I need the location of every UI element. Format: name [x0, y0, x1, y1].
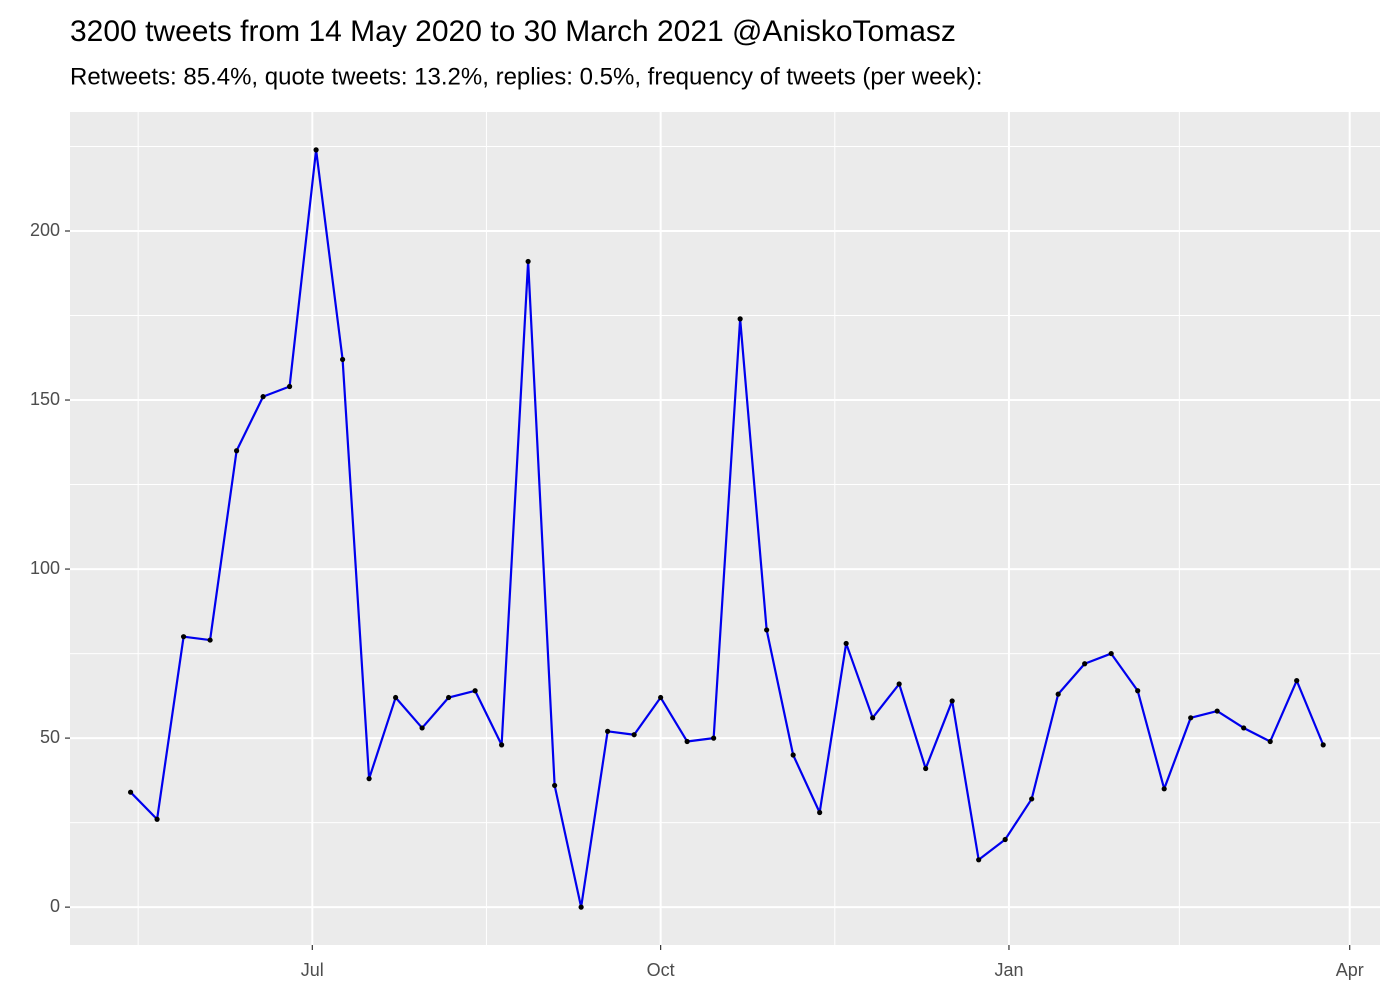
point	[525, 258, 531, 265]
point	[605, 728, 611, 734]
point	[1267, 738, 1273, 745]
y-tick-label: 50	[40, 727, 60, 747]
point	[949, 698, 955, 704]
point	[870, 715, 876, 721]
y-tick-label: 200	[30, 220, 60, 240]
plot-panel	[70, 112, 1380, 945]
point	[154, 816, 160, 822]
point	[180, 634, 187, 640]
point	[207, 637, 213, 643]
point	[896, 681, 902, 687]
x-tick-label: Jan	[994, 960, 1023, 980]
point	[1294, 678, 1300, 684]
point	[1108, 650, 1114, 657]
point	[843, 640, 849, 647]
point	[976, 857, 982, 863]
y-tick-label: 150	[30, 389, 60, 409]
point	[1161, 786, 1167, 792]
point	[790, 752, 796, 758]
point	[260, 394, 266, 400]
point	[1082, 661, 1088, 667]
point	[578, 904, 584, 910]
point	[923, 765, 929, 772]
point	[658, 694, 664, 701]
point	[817, 809, 823, 816]
point	[313, 147, 319, 153]
x-tick-label: Jul	[301, 960, 324, 980]
point	[499, 742, 505, 748]
point	[737, 316, 743, 322]
point	[419, 725, 425, 731]
chart-title: 3200 tweets from 14 May 2020 to 30 March…	[70, 15, 956, 48]
line	[129, 148, 1325, 909]
point	[1214, 708, 1220, 714]
x-tick-label: Apr	[1336, 960, 1364, 980]
point	[472, 688, 478, 694]
point	[1029, 796, 1035, 802]
point	[1241, 725, 1247, 731]
point	[764, 627, 770, 633]
point	[1320, 742, 1326, 748]
x-tick-label: Oct	[647, 960, 675, 980]
point	[366, 776, 372, 782]
y-tick-label: 100	[30, 558, 60, 578]
y-tick-label: 0	[50, 896, 60, 916]
point	[711, 735, 717, 741]
chart-subtitle: Retweets: 85.4%, quote tweets: 13.2%, re…	[70, 63, 982, 90]
point	[1135, 688, 1141, 694]
point	[1055, 691, 1061, 697]
point	[1188, 715, 1194, 721]
point	[446, 694, 452, 701]
point	[631, 732, 637, 738]
point	[1002, 836, 1008, 843]
point	[684, 738, 690, 745]
point	[127, 789, 134, 795]
point	[340, 356, 346, 363]
point	[393, 694, 399, 701]
point	[286, 383, 293, 390]
point	[552, 782, 558, 789]
point	[233, 448, 240, 454]
